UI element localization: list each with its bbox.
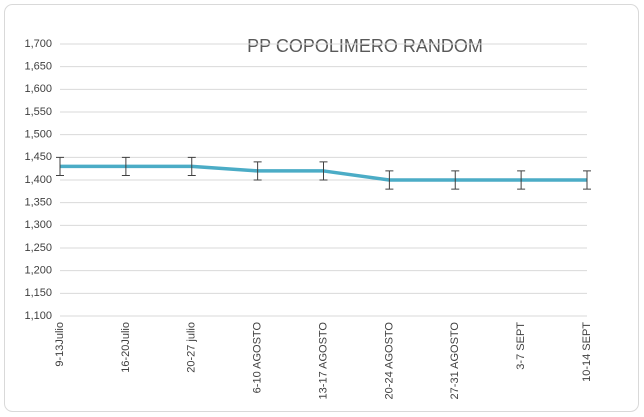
error-bar (187, 156, 196, 176)
error-bar (583, 170, 591, 190)
y-tick-label: 1,100 (24, 310, 52, 322)
x-tick-label: 10-14 SEPT (581, 322, 593, 382)
y-tick-label: 1,150 (24, 287, 52, 299)
y-tick-label: 1,700 (24, 38, 52, 50)
x-tick-label: 13-17 AGOSTO (317, 322, 329, 400)
error-bar (517, 170, 526, 190)
x-tick-label: 16-20Julio (120, 322, 132, 373)
x-tick-label: 6-10 AGOSTO (252, 322, 264, 394)
error-bar (56, 156, 64, 176)
error-bar (121, 156, 130, 176)
x-tick-label: 20-24 AGOSTO (383, 322, 395, 400)
y-tick-label: 1,250 (24, 242, 52, 254)
y-tick-label: 1,350 (24, 197, 52, 209)
error-bar (385, 170, 394, 190)
chart-border (4, 4, 639, 412)
y-tick-label: 1,500 (24, 129, 52, 141)
x-tick-label: 9-13Julio (54, 322, 66, 367)
error-bar (451, 170, 460, 190)
x-tick-label: 3-7 SEPT (515, 322, 527, 370)
x-tick-label: 20-27 julio (186, 322, 198, 373)
y-tick-label: 1,600 (24, 83, 52, 95)
y-tick-label: 1,550 (24, 106, 52, 118)
error-bar (253, 161, 262, 181)
error-bar (319, 161, 328, 181)
y-tick-label: 1,300 (24, 219, 52, 231)
x-tick-label: 27-31 AGOSTO (449, 322, 461, 400)
chart-title: PP COPOLIMERO RANDOM (247, 36, 483, 56)
y-tick-label: 1,650 (24, 61, 52, 73)
y-tick-label: 1,200 (24, 265, 52, 277)
y-tick-label: 1,400 (24, 174, 52, 186)
y-tick-label: 1,450 (24, 151, 52, 163)
